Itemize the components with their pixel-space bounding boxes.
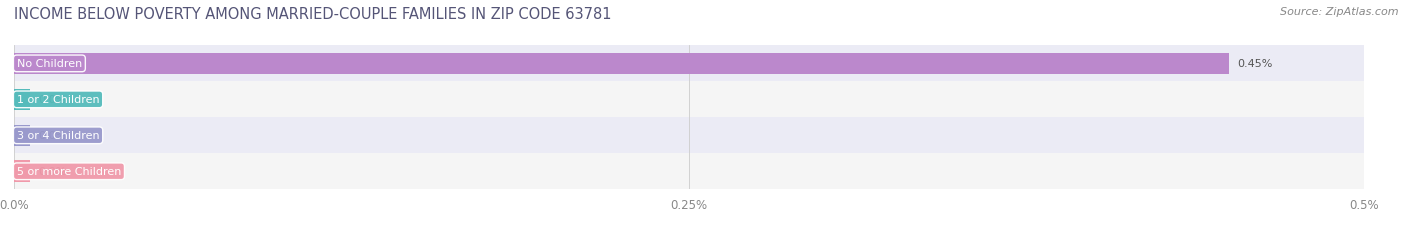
Text: INCOME BELOW POVERTY AMONG MARRIED-COUPLE FAMILIES IN ZIP CODE 63781: INCOME BELOW POVERTY AMONG MARRIED-COUPL… bbox=[14, 7, 612, 22]
Text: 0.0%: 0.0% bbox=[38, 167, 66, 176]
Text: No Children: No Children bbox=[17, 59, 82, 69]
Text: 3 or 4 Children: 3 or 4 Children bbox=[17, 131, 100, 141]
Bar bbox=[14, 82, 1364, 118]
Text: 5 or more Children: 5 or more Children bbox=[17, 167, 121, 176]
Bar bbox=[14, 46, 1364, 82]
Text: 1 or 2 Children: 1 or 2 Children bbox=[17, 95, 100, 105]
Bar bbox=[14, 118, 1364, 154]
Text: 0.45%: 0.45% bbox=[1237, 59, 1272, 69]
Bar bbox=[14, 161, 31, 182]
Text: 0.0%: 0.0% bbox=[38, 131, 66, 141]
Bar bbox=[14, 154, 1364, 189]
Text: Source: ZipAtlas.com: Source: ZipAtlas.com bbox=[1281, 7, 1399, 17]
Text: 0.0%: 0.0% bbox=[38, 95, 66, 105]
Bar bbox=[14, 53, 1229, 75]
Bar bbox=[14, 125, 31, 146]
Bar bbox=[14, 89, 31, 111]
